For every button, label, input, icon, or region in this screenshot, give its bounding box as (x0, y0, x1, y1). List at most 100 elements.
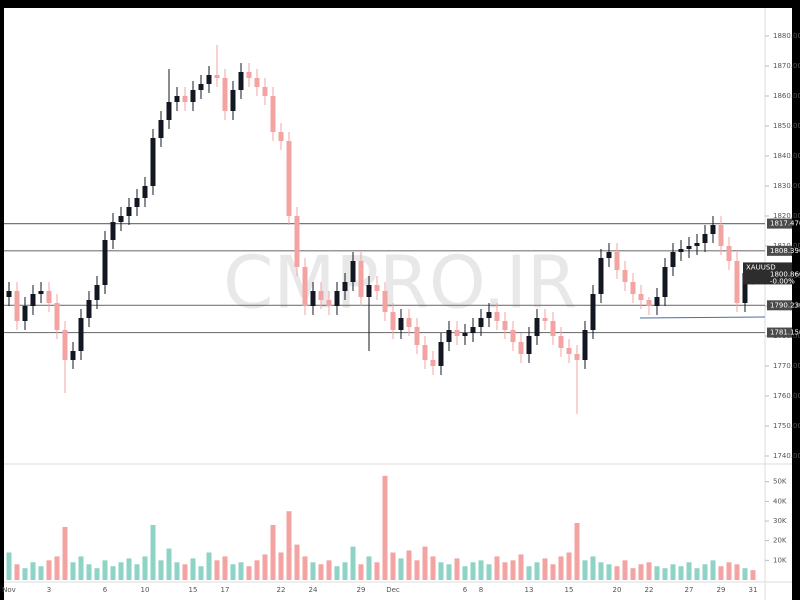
candle-body (22, 306, 28, 321)
y-tick-label: 1840.000 (773, 152, 800, 160)
candle-body (470, 327, 476, 333)
candle-body (702, 234, 708, 243)
candle-body (14, 291, 20, 321)
candle-body (478, 318, 484, 327)
volume-bar (750, 570, 756, 580)
volume-bar (214, 560, 220, 580)
volume-bar (550, 564, 556, 580)
x-tick-label: 8 (479, 586, 483, 594)
volume-bar (262, 554, 268, 580)
x-tick-label: 15 (565, 586, 574, 594)
candle-body (54, 303, 60, 330)
candle-body (374, 285, 380, 291)
volume-bar (630, 568, 636, 580)
volume-bar (470, 562, 476, 580)
volume-bar (374, 562, 380, 580)
volume-tick-label: 10K (773, 556, 787, 564)
volume-bar (510, 560, 516, 580)
x-tick-label: 20 (613, 586, 622, 594)
candle-body (286, 141, 292, 216)
candle-body (126, 207, 132, 216)
x-tick-label: 13 (525, 586, 534, 594)
candle-body (438, 342, 444, 366)
x-tick-label: 6 (103, 586, 108, 594)
volume-bar (382, 475, 388, 580)
y-tick-label: 1860.000 (773, 92, 800, 100)
x-tick-label: 22 (277, 586, 286, 594)
candle-body (486, 312, 492, 318)
x-tick-label: Nov (2, 586, 16, 594)
volume-bar (398, 558, 404, 580)
volume-bar (278, 552, 284, 580)
candle-body (646, 300, 652, 306)
candle-body (526, 336, 532, 354)
volume-bar (614, 566, 620, 580)
watermark: CMPRO.IR (223, 241, 577, 325)
volume-bar (662, 568, 668, 580)
candle-body (358, 261, 364, 297)
candle-body (366, 285, 372, 297)
volume-bar (686, 562, 692, 580)
candle-body (206, 75, 212, 84)
candle-body (430, 360, 436, 366)
volume-bar (286, 511, 292, 580)
candle-body (190, 90, 196, 102)
volume-bar (646, 562, 652, 580)
volume-bar (294, 544, 300, 580)
candle-body (662, 267, 668, 297)
volume-bar (694, 568, 700, 580)
x-tick-label: 27 (685, 586, 694, 594)
candle-body (78, 318, 84, 351)
volume-bar (462, 566, 468, 580)
candle-body (230, 90, 236, 111)
volume-bar (326, 560, 332, 580)
volume-bar (86, 564, 92, 580)
volume-tick-label: 30K (773, 517, 787, 525)
candle-body (622, 270, 628, 282)
candle-body (398, 318, 404, 330)
trend-line (639, 316, 766, 319)
last-symbol: XAUUSD (746, 263, 776, 271)
volume-bar (718, 566, 724, 580)
candle-body (502, 321, 508, 330)
volume-bar (310, 562, 316, 580)
candle-body (118, 216, 124, 222)
volume-bar (742, 568, 748, 580)
candle-body (222, 78, 228, 111)
last-change: -0.00% (770, 277, 795, 285)
volume-bar (518, 554, 524, 580)
candle-body (102, 240, 108, 285)
volume-bar (166, 548, 172, 580)
x-tick-label: 3 (47, 586, 51, 594)
candle-body (262, 87, 268, 96)
volume-bar (334, 566, 340, 580)
volume-bar (454, 558, 460, 580)
candle-body (518, 342, 524, 354)
level-label: 1817.470 (770, 220, 800, 228)
level-tag (767, 327, 792, 338)
candle-body (510, 330, 516, 342)
y-tick-label: 1750.000 (773, 422, 800, 430)
x-tick-label: 29 (357, 586, 366, 594)
volume-bar (390, 552, 396, 580)
volume-bar (230, 564, 236, 580)
y-tick-label: 1850.000 (773, 122, 800, 130)
y-tick-label: 1770.000 (773, 362, 800, 370)
volume-bar (726, 562, 732, 580)
volume-bar (126, 558, 132, 580)
volume-bar (222, 556, 228, 580)
volume-bar (158, 560, 164, 580)
volume-bar (118, 562, 124, 580)
volume-bar (574, 523, 580, 580)
level-tag (767, 245, 792, 256)
candle-body (630, 282, 636, 294)
volume-bar (734, 564, 740, 580)
candle-body (86, 300, 92, 318)
candle-body (678, 249, 684, 252)
volume-bar (638, 564, 644, 580)
candle-body (166, 102, 172, 120)
candle-body (270, 96, 276, 132)
volume-bar (246, 566, 252, 580)
candle-body (638, 294, 644, 300)
